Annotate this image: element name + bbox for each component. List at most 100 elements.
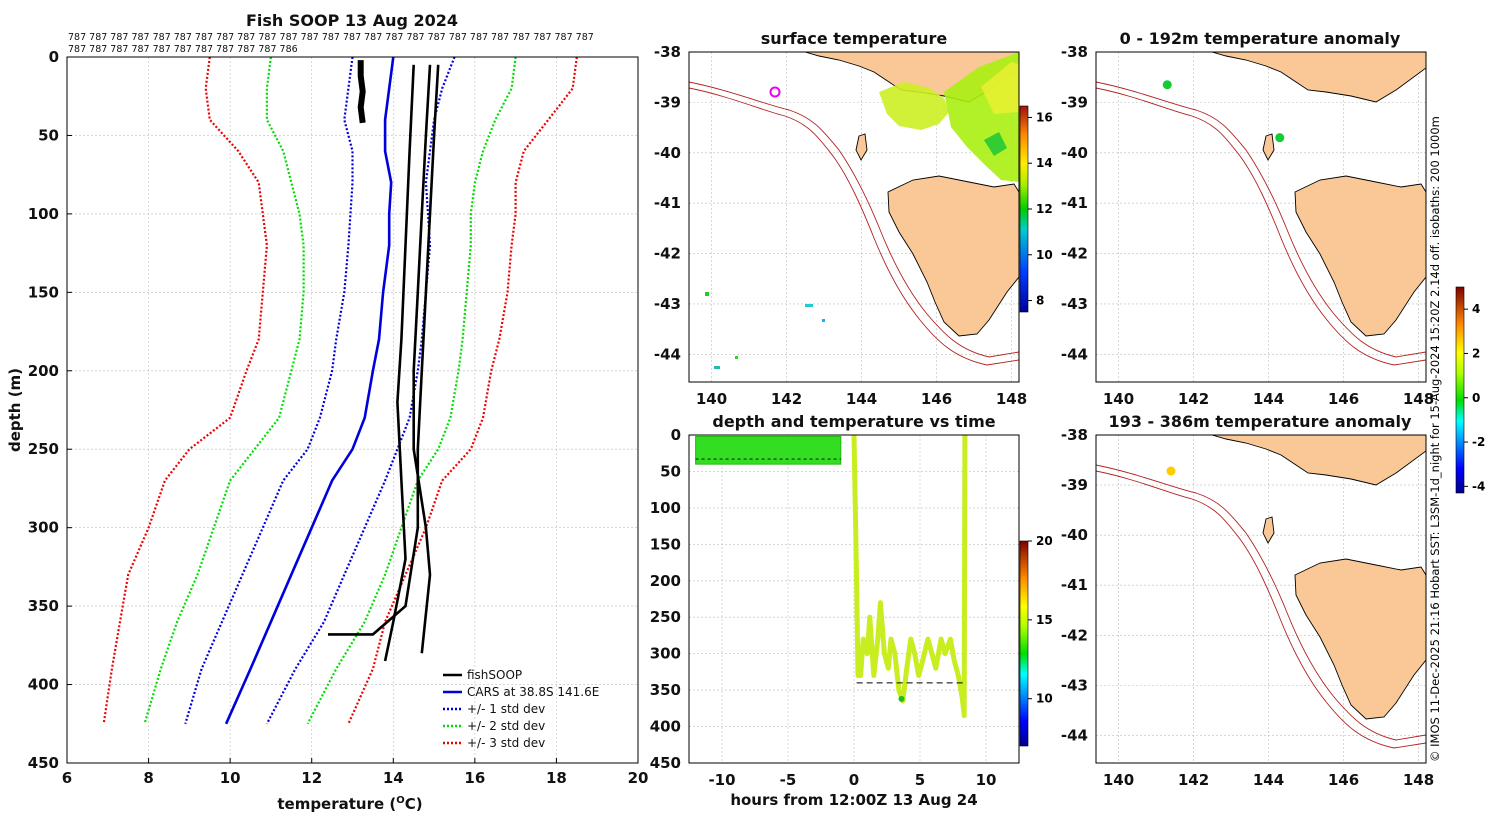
profile-series-line-3	[143, 56, 305, 725]
anomaly-map-2-panel: 193 - 386m temperature anomaly 140 142 144…	[1061, 412, 1434, 789]
profile-x-label: temperature (OC)	[277, 795, 422, 813]
anomaly-map-2-x-tick-2: 144	[1253, 771, 1284, 789]
time-plot-profile-trace	[851, 434, 968, 719]
anomaly-map-2-title: 193 - 386m temperature anomaly	[1109, 412, 1412, 431]
anomaly-map-1-y-tick-4: -42	[1061, 245, 1088, 263]
time-plot-x-label: hours from 12:00Z 13 Aug 24	[730, 791, 977, 809]
profile-x-tick-7: 20	[628, 769, 649, 787]
anomaly-map-2-y-tick-6: -44	[1061, 726, 1088, 744]
time-plot-y-tick-4: 200	[650, 572, 681, 590]
time-plot-x-tick-2: 0	[849, 771, 859, 789]
anomaly-map-1-content	[1096, 52, 1426, 366]
time-plot-y-tick-9: 450	[650, 754, 681, 772]
profile-panel: Fish SOOP 13 Aug 2024 787 787 787 787 78…	[6, 11, 648, 813]
sst-map-axes-box	[688, 51, 1020, 383]
anomaly-colorbar-tick-4: -4	[1472, 479, 1485, 493]
anomaly-map-1-x-tick-1: 142	[1178, 390, 1209, 408]
anomaly-map-2-x-tick-4: 148	[1403, 771, 1434, 789]
anomaly-map-2-y-tick-0: -38	[1061, 426, 1088, 444]
anomaly-map-1-x-tick-2: 144	[1253, 390, 1284, 408]
anomaly-map-1-tasmania	[1294, 175, 1426, 337]
time-plot-colorbar	[1019, 540, 1029, 747]
sst-map-ticks: 140 142 144 146 148 -38 -39 -40 -41 -42 -43 -44	[654, 43, 1027, 408]
sst-colorbar-tick-1: 14	[1036, 156, 1053, 170]
profile-x-tick-4: 14	[383, 769, 404, 787]
anomaly-map-2-content	[1096, 435, 1426, 749]
anomaly-map-2-y-tick-3: -41	[1061, 576, 1088, 594]
sst-location-marker	[769, 86, 781, 98]
anomaly-map-2-y-tick-4: -42	[1061, 626, 1088, 644]
time-plot-colorbar-tick-2: 10	[1036, 692, 1053, 706]
profile-y-tick-3: 150	[28, 283, 59, 301]
anomaly-map-2-tasmania	[1294, 558, 1426, 720]
anomaly-map-1-y-tick-5: -43	[1061, 295, 1088, 313]
time-plot-y-tick-1: 50	[660, 462, 681, 480]
anomaly-map-1-x-tick-0: 140	[1103, 390, 1134, 408]
profile-series-line-7	[412, 64, 432, 654]
sst-colorbar-tick-3: 10	[1036, 248, 1053, 262]
anomaly-map-1-y-tick-2: -40	[1061, 144, 1088, 162]
sst-map-x-tick-0: 140	[696, 390, 727, 408]
profile-count-row1: 787 787 787 787 787 787 787 787 787 787 …	[68, 32, 594, 43]
sst-speck-5	[822, 319, 825, 322]
anomaly-map-1-point-0	[1162, 80, 1172, 90]
anomaly-map-2-ticks: 140 142 144 146 148 -38 -39 -40 -41 -42 -43 -44	[1061, 426, 1434, 789]
sst-map-y-tick-5: -43	[654, 295, 681, 313]
time-plot-panel: depth and temperature vs time -10 -5 0 5 100…	[650, 412, 1053, 809]
sst-map-y-tick-4: -42	[654, 245, 681, 263]
anomaly-map-1-y-tick-0: -38	[1061, 43, 1088, 61]
sst-map-y-tick-6: -44	[654, 345, 681, 363]
sst-map-x-tick-3: 146	[921, 390, 952, 408]
anomaly-map-1-x-tick-4: 148	[1403, 390, 1434, 408]
profile-x-tick-1: 8	[143, 769, 153, 787]
anomaly-map-1-y-tick-1: -39	[1061, 93, 1088, 111]
profile-y-tick-0: 0	[49, 48, 59, 66]
profile-lines	[102, 56, 578, 725]
time-plot-x-tick-3: 5	[915, 771, 925, 789]
profile-x-tick-2: 10	[220, 769, 241, 787]
sst-colorbar-ticks: 16 14 12 10 8	[1028, 110, 1053, 308]
anomaly-map-1-axes-box	[1095, 51, 1427, 383]
time-plot-y-tick-2: 100	[650, 499, 681, 517]
anomaly-map-2-y-tick-1: -39	[1061, 476, 1088, 494]
legend-label-cars: CARS at 38.8S 141.6E	[467, 685, 599, 699]
sst-speck-4	[805, 304, 813, 307]
time-plot-y-tick-8: 400	[650, 718, 681, 736]
sst-map-y-tick-0: -38	[654, 43, 681, 61]
anomaly-map-2-mainland	[1211, 435, 1426, 486]
legend-label-3std: +/- 3 std dev	[467, 736, 545, 750]
time-plot-y-tick-0: 0	[671, 426, 681, 444]
sst-king-island	[855, 133, 868, 161]
time-plot-colorbar-tick-1: 15	[1036, 613, 1053, 627]
time-plot-marks	[695, 434, 968, 719]
profile-x-tick-3: 12	[301, 769, 322, 787]
side-credit-text: © IMOS 11-Dec-2025 21:16 Hobart SST: L3S…	[1428, 116, 1442, 762]
profile-series-line-4	[306, 56, 517, 725]
legend-label-fishsoop: fishSOOP	[467, 668, 522, 682]
anomaly-map-1-x-tick-3: 146	[1328, 390, 1359, 408]
anomaly-colorbar	[1455, 286, 1465, 494]
sst-isobath-200	[689, 81, 1019, 358]
time-plot-x-tick-4: 10	[976, 771, 997, 789]
sst-map-y-tick-3: -41	[654, 194, 681, 212]
anomaly-map-1-y-tick-3: -41	[1061, 194, 1088, 212]
time-plot-axes-box	[688, 434, 1020, 764]
sst-map-x-tick-2: 144	[846, 390, 877, 408]
sst-map-y-tick-1: -39	[654, 93, 681, 111]
anomaly-map-2-x-tick-1: 142	[1178, 771, 1209, 789]
anomaly-colorbar-tick-2: 0	[1472, 391, 1480, 405]
anomaly-map-2-y-tick-2: -40	[1061, 526, 1088, 544]
anomaly-map-1-ticks: 140 142 144 146 148 -38 -39 -40 -41 -42 -43 -44	[1061, 43, 1434, 408]
profile-y-label: depth (m)	[6, 368, 24, 452]
profile-series-line-0	[224, 56, 395, 725]
anomaly-map-1-mainland	[1211, 52, 1426, 103]
profile-x-ticks: 6 8 10 12 14 16 18 20	[62, 758, 649, 787]
profile-x-tick-0: 6	[62, 769, 72, 787]
sst-tasmania	[887, 175, 1019, 337]
profile-axes-box	[66, 56, 639, 764]
anomaly-map-1-point-1	[1275, 133, 1285, 143]
profile-title: Fish SOOP 13 Aug 2024	[246, 11, 458, 30]
sst-isobath-1000	[689, 87, 1019, 366]
